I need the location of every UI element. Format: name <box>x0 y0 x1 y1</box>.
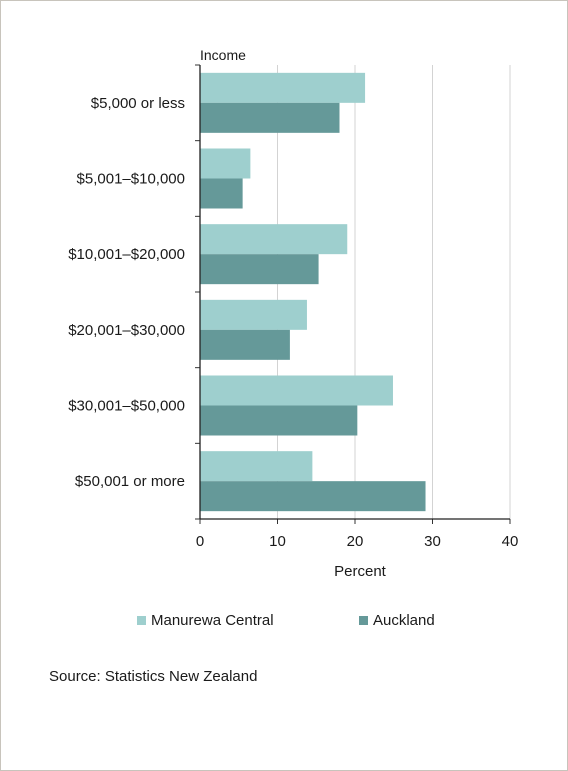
income-bar-chart: 0 10 20 30 40 $5,000 or less $5,001–$10,000 $10… <box>68 47 519 580</box>
legend-swatch-auckland <box>359 616 368 625</box>
category-label-0: $5,000 or less <box>91 95 185 112</box>
bar-manurewa-central-5 <box>200 451 313 482</box>
chart-legend: Manurewa Central Auckland <box>1 612 568 632</box>
bar-manurewa-central-3 <box>200 299 307 330</box>
bar-auckland-3 <box>200 329 290 360</box>
x-tick-label-0: 0 <box>196 533 204 550</box>
bar-auckland-4 <box>200 405 358 436</box>
legend-swatch-manurewa-central <box>137 616 146 625</box>
category-label-2: $10,001–$20,000 <box>68 246 185 263</box>
bar-manurewa-central-2 <box>200 224 348 255</box>
x-tick-label-20: 20 <box>347 533 364 550</box>
legend-item-manurewa-central: Manurewa Central <box>137 612 274 629</box>
bar-manurewa-central-1 <box>200 148 251 179</box>
x-axis-title: Percent <box>334 563 387 580</box>
axes: 0 10 20 30 40 $5,000 or less $5,001–$10,000 $10… <box>68 64 519 550</box>
legend-item-auckland: Auckland <box>359 612 435 629</box>
category-label-4: $30,001–$50,000 <box>68 398 185 415</box>
gridlines <box>277 65 511 519</box>
bars <box>200 72 426 512</box>
legend-label-auckland: Auckland <box>373 612 435 629</box>
category-label-1: $5,001–$10,000 <box>77 171 185 188</box>
bar-auckland-2 <box>200 254 319 285</box>
category-label-5: $50,001 or more <box>75 473 185 490</box>
bar-manurewa-central-0 <box>200 72 366 103</box>
bar-auckland-0 <box>200 102 340 133</box>
bar-manurewa-central-4 <box>200 375 393 406</box>
category-axis-title: Income <box>200 47 246 63</box>
x-tick-label-40: 40 <box>502 533 519 550</box>
category-label-3: $20,001–$30,000 <box>68 322 185 339</box>
legend-label-manurewa-central: Manurewa Central <box>151 612 274 629</box>
bar-auckland-5 <box>200 481 426 512</box>
x-tick-label-30: 30 <box>424 533 441 550</box>
bar-auckland-1 <box>200 178 243 209</box>
x-tick-label-10: 10 <box>269 533 286 550</box>
source-note: Source: Statistics New Zealand <box>49 668 258 685</box>
